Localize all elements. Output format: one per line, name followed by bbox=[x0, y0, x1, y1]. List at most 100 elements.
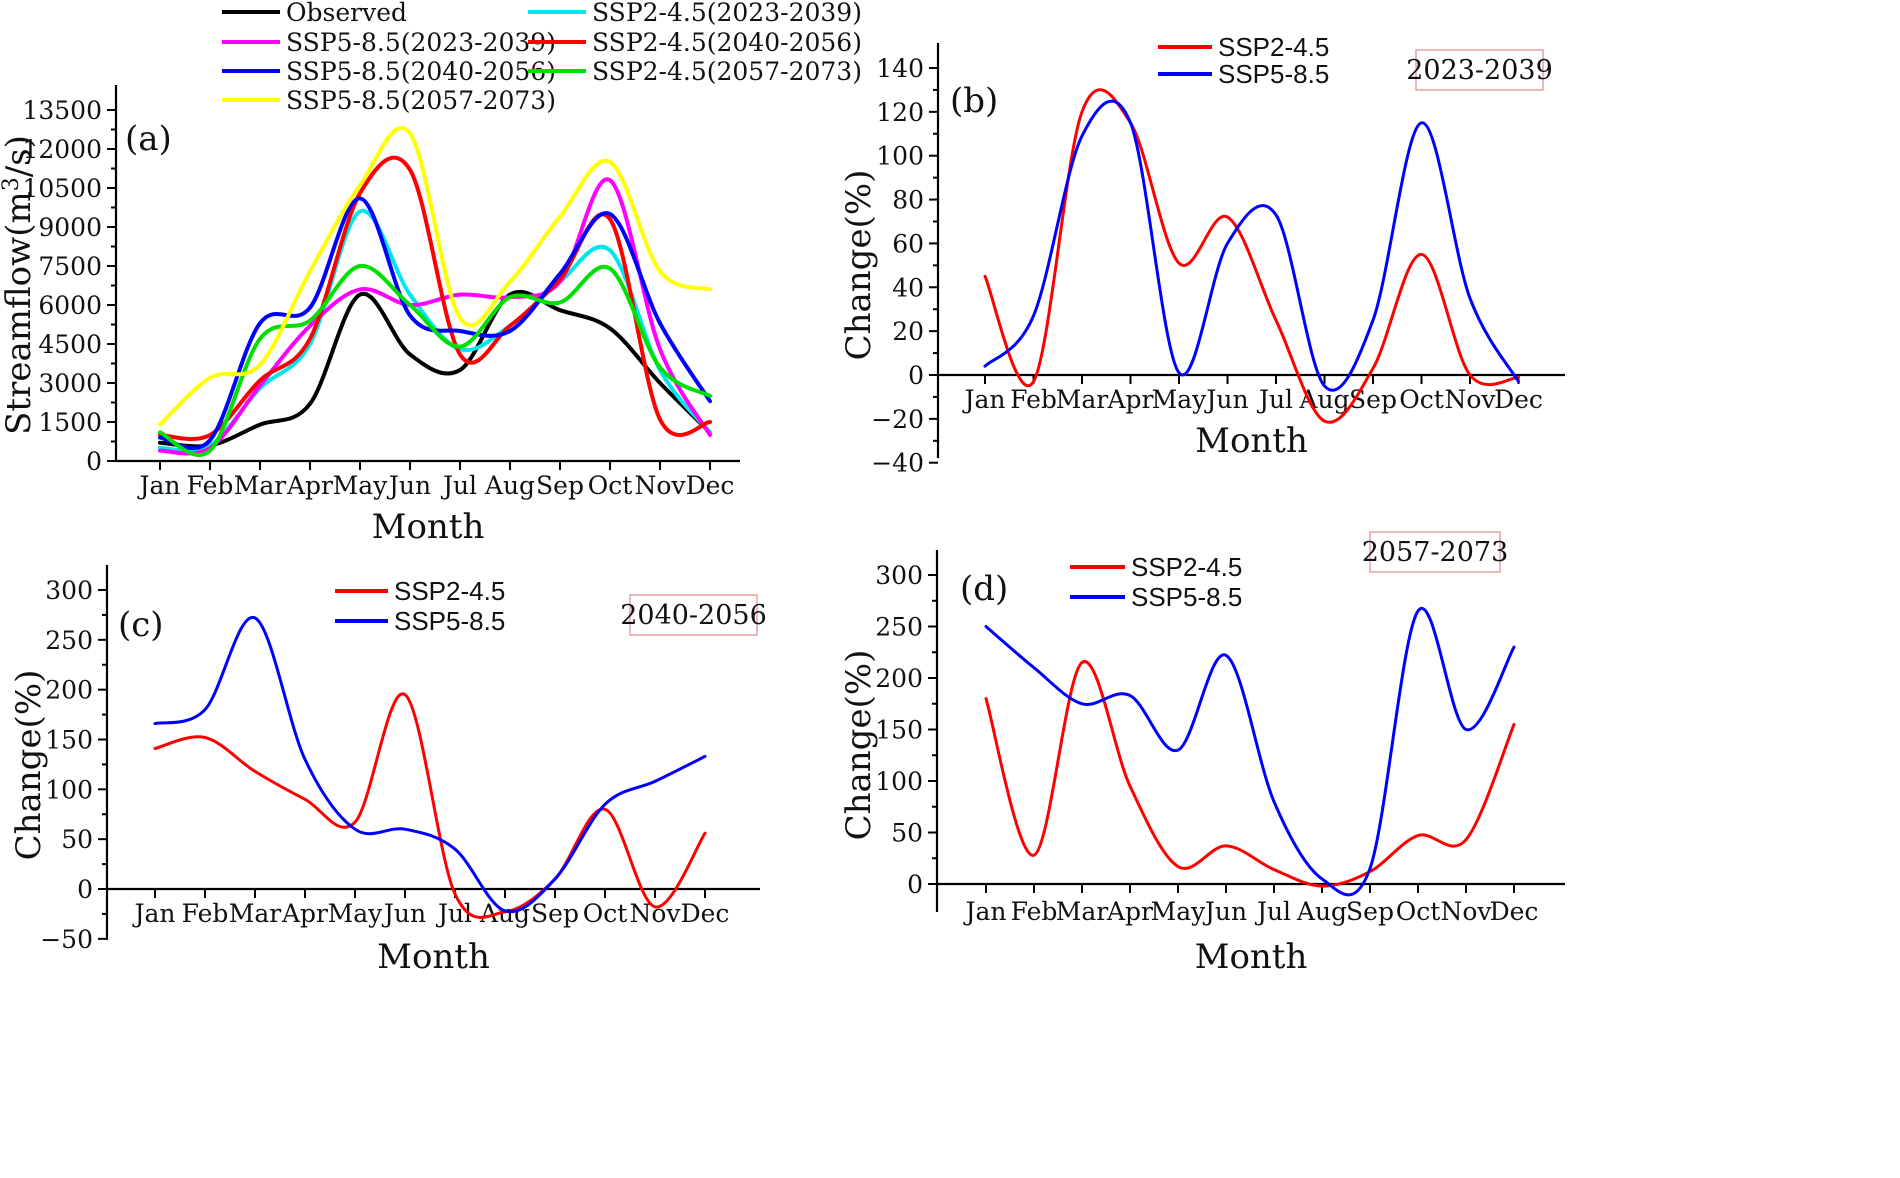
panel-c-y-tick-label: 200 bbox=[45, 676, 93, 705]
panel-d-x-tick-label: Dec bbox=[1490, 897, 1539, 926]
panel-a-y-tick-label: 9000 bbox=[38, 213, 102, 242]
panel-a-y-tick-label: 4500 bbox=[38, 330, 102, 359]
panel-b-y-tick-label: 140 bbox=[876, 54, 924, 83]
panel-c-x-tick-label: Mar bbox=[229, 899, 282, 928]
panel-c-y-tick-label: 0 bbox=[77, 875, 93, 904]
panel-a-x-tick-label: Oct bbox=[588, 471, 633, 500]
panel-c-x-tick-label: Apr bbox=[281, 899, 328, 928]
panel-b-x-tick-label: Sep bbox=[1349, 385, 1397, 414]
panel-d-y-tick-label: 50 bbox=[891, 819, 923, 848]
panel-b-x-axis-title: Month bbox=[1195, 421, 1308, 461]
panel-d-x-tick-label: Jul bbox=[1254, 897, 1291, 926]
panel-c-x-tick-label: Feb bbox=[182, 899, 229, 928]
panel-a-y-tick-label: 7500 bbox=[38, 252, 102, 281]
panel-d-period-box bbox=[1369, 531, 1501, 573]
panel-c-series-line-0 bbox=[153, 692, 707, 919]
panel-c-x-tick-label: Oct bbox=[583, 899, 628, 928]
panel-a-legend-label: SSP2-4.5(2023-2039) bbox=[592, 0, 862, 27]
panel-a-x-tick-label: Jan bbox=[136, 471, 180, 500]
panel-c-period-box bbox=[629, 594, 758, 636]
panel-a-series-line-4 bbox=[158, 196, 712, 451]
panel-c-x-tick-label: Jan bbox=[131, 899, 175, 928]
panel-a-legend-label: SSP5-8.5(2057-2073) bbox=[286, 86, 556, 115]
panel-d-legend-label: SSP2-4.5 bbox=[1131, 552, 1242, 582]
panel-c-x-tick-label: Jun bbox=[381, 899, 426, 928]
panel-b-label: (b) bbox=[950, 81, 998, 121]
panel-a-x-tick-label: Feb bbox=[187, 471, 234, 500]
panel-d-x-tick-label: May bbox=[1151, 897, 1207, 926]
panel-b-x-tick-label: Oct bbox=[1399, 385, 1444, 414]
panel-a-legend-label: SSP5-8.5(2023-2039) bbox=[286, 28, 556, 57]
panel-d-x-axis-title: Month bbox=[1195, 937, 1308, 977]
panel-c-x-tick-label: Dec bbox=[681, 899, 730, 928]
panel-d-x-tick-label: Mar bbox=[1056, 897, 1109, 926]
panel-b-x-tick-label: Mar bbox=[1056, 385, 1109, 414]
panel-b-period-box bbox=[1415, 49, 1544, 91]
panel-d-x-tick-label: Apr bbox=[1106, 897, 1153, 926]
panel-b-series-line-0 bbox=[983, 88, 1520, 424]
panel-a-legend-label: SSP5-8.5(2040-2056) bbox=[286, 57, 556, 86]
panel-b-x-tick-label: Feb bbox=[1010, 385, 1057, 414]
panel-b-y-tick-label: 100 bbox=[876, 142, 924, 171]
panel-b-y-axis-title: Change(%) bbox=[839, 170, 879, 361]
panel-c-series-line-1 bbox=[153, 616, 707, 914]
panel-d-series-line-1 bbox=[984, 606, 1516, 897]
panel-a-y-tick-label: 13500 bbox=[22, 96, 102, 125]
panel-a-series-line-0 bbox=[158, 290, 712, 449]
panel-c-x-tick-label: Jul bbox=[435, 899, 472, 928]
panel-a-y-tick-label: 3000 bbox=[38, 369, 102, 398]
panel-a-y-tick-label: 0 bbox=[86, 447, 102, 476]
panel-c-y-tick-label: 100 bbox=[45, 775, 93, 804]
panel-d-series-line-0 bbox=[984, 660, 1516, 888]
panel-b-y-tick-label: 120 bbox=[876, 98, 924, 127]
panel-a-chart: 0 1500 3000 4500 6000 7500 9000 10500 12000 13500… bbox=[0, 0, 862, 547]
panel-a-series-line-2 bbox=[158, 177, 712, 456]
panel-c-legend-label: SSP5-8.5 bbox=[394, 606, 505, 636]
panel-c-x-tick-label: May bbox=[328, 899, 384, 928]
panel-c-chart: −50 0 50 100 150 200 250 300 Jan Feb Mar Apr May Jun J… bbox=[9, 565, 767, 977]
panel-a-x-tick-label: Dec bbox=[686, 471, 735, 500]
panel-b-y-tick-label: −20 bbox=[871, 405, 924, 434]
panel-d-legend-label: SSP5-8.5 bbox=[1131, 582, 1242, 612]
panel-a-y-tick-label: 1500 bbox=[38, 408, 102, 437]
panel-a-y-tick-label: 12000 bbox=[22, 135, 102, 164]
panel-c-x-axis-title: Month bbox=[377, 937, 490, 977]
panel-b-series-line-1 bbox=[983, 99, 1520, 392]
panel-d-x-tick-label: Oct bbox=[1396, 897, 1441, 926]
panel-c-y-tick-label: 50 bbox=[61, 825, 93, 854]
panel-b-y-tick-label: 40 bbox=[892, 273, 924, 302]
panel-b-legend-label: SSP2-4.5 bbox=[1218, 32, 1329, 62]
panel-a-y-axis-title: Streamflow(m3/s) bbox=[0, 135, 39, 435]
panel-a-x-tick-label: Apr bbox=[286, 471, 333, 500]
panel-d-x-tick-label: Jan bbox=[962, 897, 1006, 926]
panel-a-legend-label: Observed bbox=[286, 0, 407, 27]
panel-a-series-line-3 bbox=[158, 155, 712, 441]
panel-d-y-tick-label: 100 bbox=[875, 767, 923, 796]
panel-c-y-tick-label: 250 bbox=[45, 626, 93, 655]
panel-a-x-axis-title: Month bbox=[372, 507, 485, 547]
panel-c-legend-label: SSP2-4.5 bbox=[394, 576, 505, 606]
panel-b-y-tick-label: −40 bbox=[871, 449, 924, 478]
panel-a-x-tick-label: May bbox=[333, 471, 389, 500]
panel-d-x-tick-label: Aug bbox=[1296, 897, 1347, 926]
panel-d-x-tick-label: Sep bbox=[1346, 897, 1394, 926]
panel-d-label: (d) bbox=[960, 569, 1008, 609]
panel-c-x-tick-label: Nov bbox=[629, 899, 681, 928]
panel-a-series-line-6 bbox=[158, 126, 712, 427]
panel-c-y-axis-title: Change(%) bbox=[9, 670, 49, 861]
panel-c-y-tick-label: 150 bbox=[45, 726, 93, 755]
panel-d-x-tick-label: Feb bbox=[1011, 897, 1058, 926]
panel-d-y-tick-label: 150 bbox=[875, 716, 923, 745]
panel-d-x-tick-label: Nov bbox=[1440, 897, 1492, 926]
panel-c-label: (c) bbox=[118, 605, 164, 645]
panel-a-x-tick-label: Jun bbox=[386, 471, 431, 500]
panel-b-y-tick-label: 60 bbox=[892, 229, 924, 258]
panel-a-x-tick-label: Aug bbox=[484, 471, 535, 500]
panel-d-y-tick-label: 250 bbox=[875, 613, 923, 642]
panel-d-x-tick-label: Jun bbox=[1202, 897, 1247, 926]
panel-d-y-tick-label: 0 bbox=[907, 870, 923, 899]
panel-c-y-tick-label: 300 bbox=[45, 576, 93, 605]
panel-b-y-tick-label: 80 bbox=[892, 186, 924, 215]
